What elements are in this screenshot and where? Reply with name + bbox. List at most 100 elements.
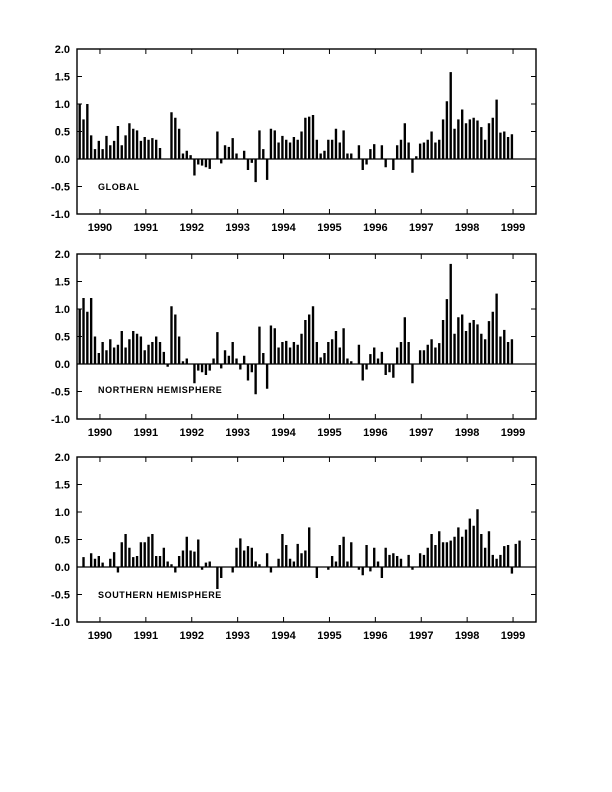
global-bar — [174, 117, 177, 159]
northern-hemisphere-bar — [93, 336, 97, 364]
global-bar — [200, 159, 204, 166]
northern-hemisphere-bar — [166, 364, 169, 367]
southern-hemisphere-bar — [395, 556, 399, 567]
northern-hemisphere-bar — [227, 355, 231, 364]
northern-hemisphere-bar — [82, 298, 85, 364]
global-bar — [384, 159, 387, 168]
northern-hemisphere-bar — [315, 342, 319, 364]
northern-hemisphere-bar — [323, 353, 326, 364]
global-bar — [227, 146, 231, 159]
global-bar — [181, 153, 185, 159]
northern-hemisphere-bar — [491, 311, 494, 364]
northern-hemisphere-bar — [135, 333, 139, 364]
northern-hemisphere-bar — [399, 342, 403, 364]
southern-hemisphere-bar — [430, 534, 433, 567]
southern-hemisphere-bar — [514, 543, 517, 567]
global-bar — [327, 139, 330, 159]
southern-hemisphere-bar — [82, 557, 85, 567]
global-bar — [112, 140, 116, 159]
northern-hemisphere-bar — [296, 344, 299, 364]
southern-hemisphere-xtick-label: 1994 — [271, 630, 296, 642]
global-bar — [151, 138, 154, 159]
northern-hemisphere-xtick-label: 1993 — [225, 427, 249, 439]
northern-hemisphere-bar — [411, 364, 414, 384]
global-bar — [468, 119, 472, 159]
northern-hemisphere-bar — [239, 364, 242, 370]
southern-hemisphere-bar — [112, 552, 116, 567]
global-bar — [86, 104, 89, 159]
northern-hemisphere-bar — [338, 347, 341, 364]
northern-hemisphere-bar — [300, 333, 303, 364]
southern-hemisphere-bar — [200, 567, 204, 570]
northern-hemisphere-bar — [258, 326, 261, 364]
northern-hemisphere-bar — [311, 306, 315, 364]
northern-hemisphere-bar — [472, 320, 475, 364]
northern-hemisphere-bar — [132, 331, 135, 364]
northern-hemisphere-bar — [487, 321, 491, 364]
global-ytick-label: 1.0 — [55, 99, 70, 111]
global-bar — [155, 139, 158, 159]
northern-hemisphere-bar — [380, 351, 384, 364]
southern-hemisphere-bar — [285, 545, 288, 567]
southern-hemisphere-bar — [346, 561, 349, 567]
northern-hemisphere-xtick-label: 1991 — [134, 427, 158, 439]
global-bar — [503, 131, 506, 159]
southern-hemisphere-bar — [464, 529, 468, 567]
global-bar — [365, 159, 368, 165]
global-ytick-label: 0.5 — [55, 127, 70, 139]
global-bar — [411, 159, 414, 173]
northern-hemisphere-bar — [449, 263, 452, 364]
northern-hemisphere-bar — [445, 299, 449, 364]
northern-hemisphere-bar — [334, 331, 338, 364]
northern-hemisphere-xtick-label: 1996 — [363, 427, 387, 439]
global-bar — [407, 142, 410, 159]
global-bar — [380, 145, 384, 159]
global-bar — [369, 149, 372, 159]
northern-hemisphere-xtick-label: 1994 — [271, 427, 296, 439]
southern-hemisphere-bar — [269, 567, 273, 573]
southern-hemisphere-bar — [392, 553, 395, 567]
southern-hemisphere-bar — [357, 567, 361, 570]
northern-hemisphere-bar — [208, 364, 211, 371]
southern-hemisphere-ytick-label: -1.0 — [51, 617, 70, 629]
northern-hemisphere-bar — [483, 339, 487, 364]
global-bar — [422, 142, 426, 159]
global-bar — [101, 149, 104, 159]
global-bar — [350, 153, 353, 159]
global-bar — [338, 142, 341, 159]
northern-hemisphere-bar — [158, 342, 162, 364]
southern-hemisphere-xtick-label: 1997 — [409, 630, 433, 642]
northern-hemisphere-bar — [499, 336, 502, 364]
northern-hemisphere-bar — [89, 298, 93, 364]
southern-hemisphere-bar — [315, 567, 319, 578]
southern-hemisphere-bar — [143, 542, 146, 567]
northern-hemisphere-bar — [216, 332, 219, 364]
southern-hemisphere-bar — [365, 545, 368, 567]
southern-hemisphere-bar — [109, 558, 112, 567]
southern-hemisphere-bar — [277, 558, 280, 567]
northern-hemisphere-bar — [392, 364, 395, 378]
global-bar — [491, 117, 494, 159]
southern-hemisphere-bar — [216, 567, 219, 589]
northern-hemisphere-xtick-label: 1998 — [455, 427, 479, 439]
southern-hemisphere-bar — [135, 556, 139, 567]
southern-hemisphere-ytick-label: 2.0 — [55, 452, 70, 464]
southern-hemisphere-bar — [208, 561, 211, 567]
northern-hemisphere-bar — [418, 350, 422, 364]
global-bar — [426, 139, 429, 159]
global-bar — [105, 135, 108, 159]
northern-hemisphere-bar — [288, 347, 292, 364]
southern-hemisphere-bar — [292, 561, 296, 567]
southern-hemisphere-xtick-label: 1996 — [363, 630, 387, 642]
global-bar — [258, 130, 261, 159]
northern-hemisphere-bar — [384, 364, 387, 375]
global-bar — [330, 139, 334, 159]
global-xtick-label: 1999 — [501, 222, 525, 234]
northern-hemisphere-bar — [464, 331, 468, 364]
global-xtick-label: 1992 — [180, 222, 204, 234]
northern-hemisphere-bar — [273, 328, 276, 364]
global-bar — [480, 127, 483, 159]
northern-hemisphere-bar — [395, 347, 399, 364]
northern-hemisphere-bar — [124, 347, 127, 364]
global-bar — [147, 139, 150, 159]
